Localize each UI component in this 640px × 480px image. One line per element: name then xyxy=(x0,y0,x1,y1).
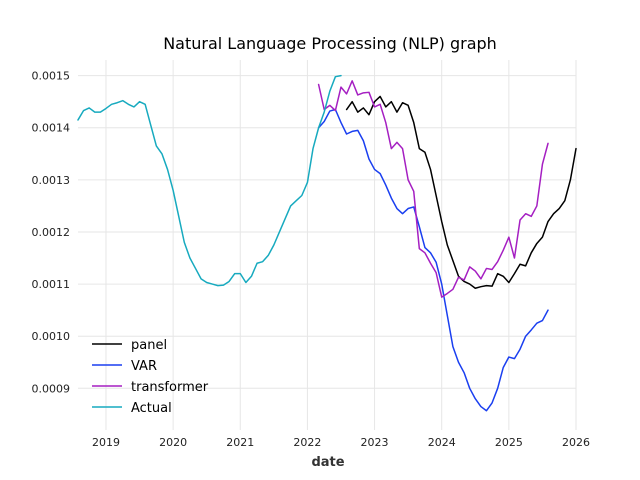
series-line-panel xyxy=(345,95,577,289)
series-lines xyxy=(77,74,577,412)
y-tick-labels: 0.0009 0.0010 0.0011 0.0012 0.0013 0.0014 0.00… xyxy=(32,70,71,396)
legend: panel VAR transformer Actual xyxy=(92,338,209,416)
y-tick-label: 0.0015 xyxy=(32,70,71,83)
y-tick-label: 0.0014 xyxy=(32,122,71,135)
x-tick-label: 2024 xyxy=(428,436,456,449)
x-tick-label: 2023 xyxy=(361,436,389,449)
y-tick-label: 0.0012 xyxy=(32,226,71,239)
series-line-var xyxy=(317,108,549,412)
x-tick-label: 2026 xyxy=(562,436,590,449)
y-tick-label: 0.0009 xyxy=(32,382,71,395)
legend-label: transformer xyxy=(131,380,209,395)
series-line-transformer xyxy=(317,80,549,298)
x-tick-label: 2022 xyxy=(293,436,321,449)
y-tick-label: 0.0011 xyxy=(32,278,71,291)
x-tick-label: 2021 xyxy=(226,436,254,449)
x-tick-label: 2025 xyxy=(495,436,523,449)
x-tick-labels: 2019 2020 2021 2022 2023 2024 2025 2026 xyxy=(92,436,590,449)
legend-label: panel xyxy=(131,338,167,353)
legend-label: Actual xyxy=(131,401,172,416)
x-tick-label: 2019 xyxy=(92,436,120,449)
y-tick-label: 0.0010 xyxy=(32,330,71,343)
series-line-actual xyxy=(77,74,342,287)
legend-label: VAR xyxy=(131,359,157,374)
x-tick-label: 2020 xyxy=(159,436,187,449)
y-tick-label: 0.0013 xyxy=(32,174,71,187)
chart-title: Natural Language Processing (NLP) graph xyxy=(163,34,497,53)
gridlines xyxy=(78,60,577,430)
x-axis-label: date xyxy=(311,455,344,470)
